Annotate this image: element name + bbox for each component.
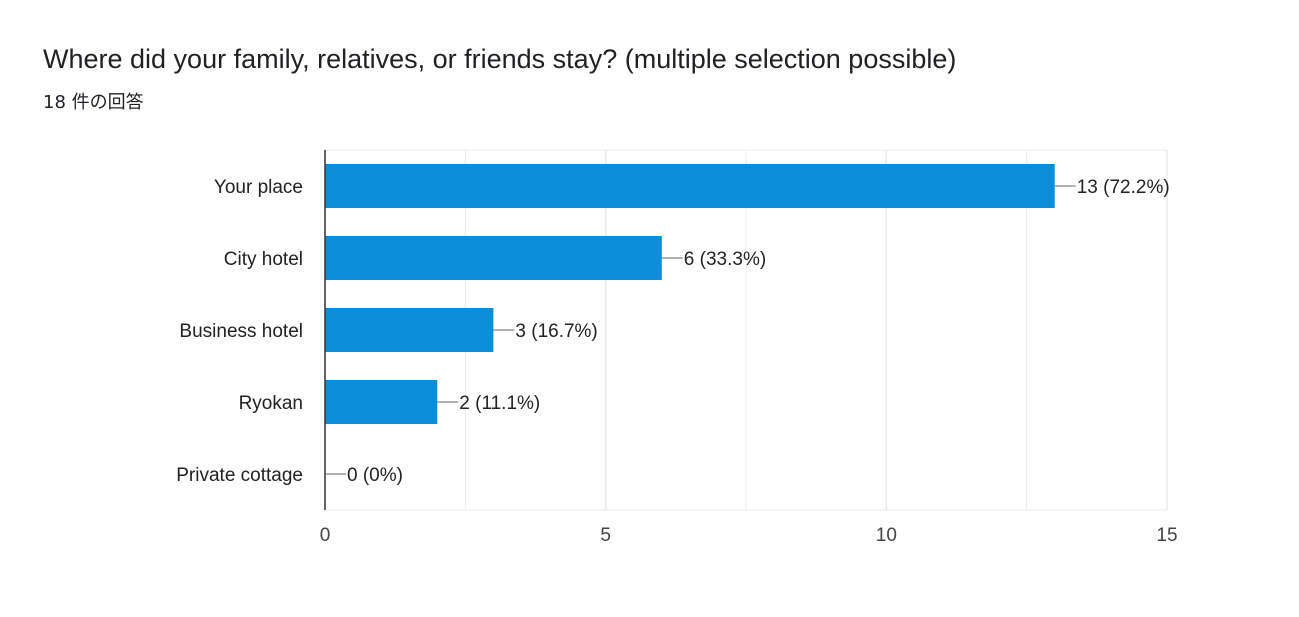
labels: Your place 13 (72.2%) City hotel 6 (33.3%) B… [176, 177, 1177, 546]
category-label: Ryokan [239, 393, 303, 414]
bar [325, 380, 438, 424]
data-label: 6 (33.3%) [684, 249, 766, 270]
chart-title: Where did your family, relatives, or fri… [43, 44, 957, 74]
category-label: Your place [214, 177, 303, 198]
bar [325, 308, 494, 352]
x-tick-label: 0 [320, 525, 331, 546]
bar [325, 236, 662, 280]
x-tick-label: 10 [876, 525, 897, 546]
bar [325, 164, 1055, 208]
data-label: 2 (11.1%) [459, 393, 540, 414]
category-label: City hotel [224, 249, 303, 270]
data-label: 13 (72.2%) [1077, 177, 1170, 198]
x-tick-label: 15 [1156, 525, 1177, 546]
bars [325, 164, 1055, 424]
category-label: Business hotel [179, 321, 303, 342]
data-label: 3 (16.7%) [515, 321, 597, 342]
data-label: 0 (0%) [347, 465, 403, 486]
category-label: Private cottage [176, 465, 303, 486]
x-tick-label: 5 [600, 525, 611, 546]
response-count: 18 件の回答 [43, 92, 144, 113]
